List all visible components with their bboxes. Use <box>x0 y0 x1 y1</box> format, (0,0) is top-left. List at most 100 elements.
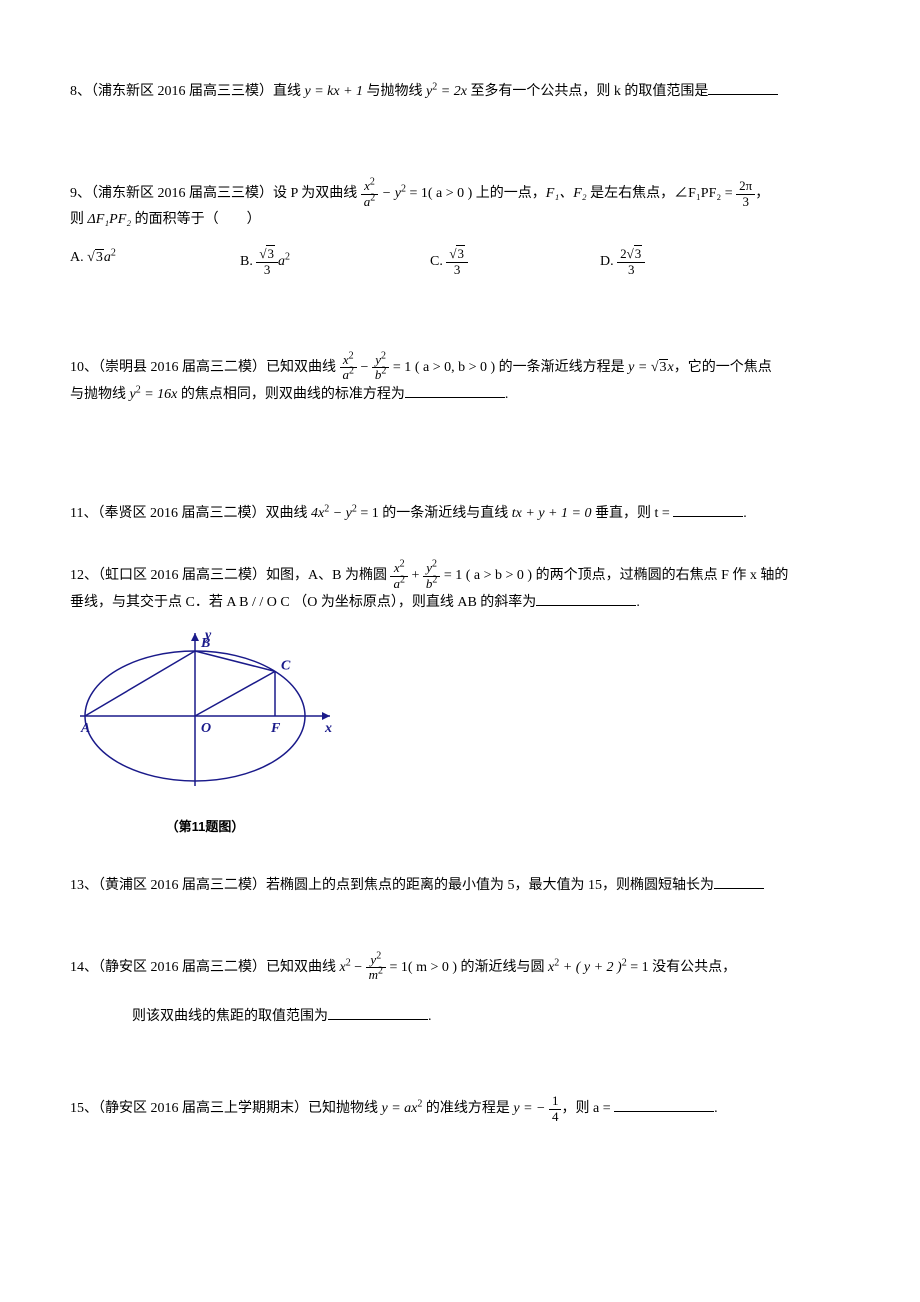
q8-after: 至多有一个公共点，则 k 的取值范围是 <box>467 84 709 99</box>
q14-hy-den: m <box>369 967 378 982</box>
q11-line: tx + y + 1 = 0 <box>512 506 592 521</box>
q9-options: A. 3a2 B. 3 3 a2 C. 3 3 D. 23 3 <box>70 247 850 277</box>
q14-blank <box>328 1005 428 1020</box>
q10-pre: 已知双曲线 <box>266 360 340 375</box>
q9-c-den: 3 <box>446 263 468 277</box>
problem-9: 9、（浦东新区 2016 届高三三模）设 P 为双曲线 x2 a2 − y2 =… <box>70 179 850 277</box>
q14-mid: 的渐近线与圆 <box>457 960 548 975</box>
q13-number: 13、 <box>70 878 98 893</box>
q10-blank <box>405 383 505 398</box>
q8-blank <box>708 80 778 95</box>
q9-source: （浦东新区 2016 届高三三模） <box>91 186 273 201</box>
q12-plus: + <box>408 568 423 583</box>
q11-rhs: = 1 <box>357 506 379 521</box>
q9-d-den: 3 <box>617 263 645 277</box>
q12-yfrac: y2 b2 <box>423 561 441 591</box>
q9-option-b: B. 3 3 a2 <box>240 247 430 277</box>
q15-dir-frac: 1 4 <box>549 1094 562 1124</box>
q9-c-rad: 3 <box>456 245 465 261</box>
q9-b-frac: 3 3 <box>256 247 278 277</box>
q14-number: 14、 <box>70 960 98 975</box>
q12-period: . <box>636 595 640 610</box>
q11-period: . <box>743 506 747 521</box>
q8-parab-rhs: = 2x <box>437 84 467 99</box>
q14-pre: 已知双曲线 <box>266 960 340 975</box>
q15-dir-den: 4 <box>549 1110 562 1124</box>
q13-source: （黄浦区 2016 届高三二模） <box>98 878 266 893</box>
q15-mid1: 的准线方程是 <box>422 1101 513 1116</box>
q15-dir: y = − <box>513 1101 549 1116</box>
q12-eq: = 1 <box>440 568 462 583</box>
q9-b-a-sup: 2 <box>285 252 290 263</box>
q12-blank <box>536 591 636 606</box>
q10-hx-sup: 2 <box>349 351 354 362</box>
q10-asym-sqrt: 3 <box>651 357 668 379</box>
q10-mid1: 的一条渐近线方程是 <box>499 360 629 375</box>
q9-angle-num: 2π <box>736 179 755 194</box>
q11-mid: − y <box>329 506 352 521</box>
q14-period: . <box>428 1009 432 1024</box>
q12-ey-sup: 2 <box>432 559 437 570</box>
q14-minus: − <box>351 960 366 975</box>
q9-a-label: A. <box>70 250 87 265</box>
q9-b-den: 3 <box>256 263 278 277</box>
q12-figure: ABCOFxy （第11题图） <box>70 626 850 837</box>
q9-b-rad: 3 <box>266 245 275 261</box>
q10-asym-rad: 3 <box>659 359 668 375</box>
q9-hy-x-sup: 2 <box>370 177 375 188</box>
q12-ey-den-sup: 2 <box>432 574 437 585</box>
q10-line2-pre: 与抛物线 <box>70 387 130 402</box>
q9-c-frac: 3 3 <box>446 247 468 277</box>
q14-line2: 则该双曲线的焦距的取值范围为 <box>132 1009 328 1024</box>
q9-mid1: 上的一点， <box>472 186 546 201</box>
q9-c-label: C. <box>430 254 446 269</box>
q9-b-label: B. <box>240 254 256 269</box>
q14-after: 没有公共点， <box>649 960 737 975</box>
q12-figure-caption: （第11题图） <box>70 817 340 838</box>
q10-yfrac: y2 b2 <box>372 353 390 383</box>
q9-a-sup: 2 <box>111 248 116 259</box>
q10-line2-mid: 的焦点相同，则双曲线的标准方程为 <box>177 387 405 402</box>
q10-period: . <box>505 387 509 402</box>
q11-after: 垂直，则 t = <box>591 506 673 521</box>
q14-eq: = 1 <box>386 960 408 975</box>
q14-cond: ( m > 0 ) <box>408 960 457 975</box>
q9-option-a: A. 3a2 <box>70 247 240 277</box>
q9-cond: ( a > 0 ) <box>428 186 472 201</box>
problem-15: 15、（静安区 2016 届高三上学期期末）已知抛物线 y = ax2 的准线方… <box>70 1094 850 1124</box>
q11-blank <box>673 502 743 517</box>
q9-b-a: a <box>278 254 285 269</box>
q11-number: 11、 <box>70 506 97 521</box>
q9-angle: ∠F₁PF₂ = <box>674 186 736 201</box>
q10-minus: − <box>357 360 372 375</box>
svg-text:y: y <box>203 628 212 643</box>
q9-angle-den: 3 <box>736 195 755 209</box>
q12-source: （虹口区 2016 届高三二模） <box>98 568 266 583</box>
svg-text:A: A <box>80 721 90 736</box>
q12-ex-den-sup: 2 <box>400 574 405 585</box>
problem-13: 13、（黄浦区 2016 届高三二模）若椭圆上的点到焦点的距离的最小值为 5，最… <box>70 874 850 897</box>
q12-mid1: 的两个顶点，过椭圆的右焦点 F 作 x 轴的 <box>536 568 789 583</box>
problem-12: 12、（虹口区 2016 届高三二模）如图，A、B 为椭圆 x2 a2 + y2… <box>70 561 850 837</box>
q9-d-label: D. <box>600 254 617 269</box>
q10-number: 10、 <box>70 360 98 375</box>
q13-text: 若椭圆上的点到焦点的距离的最小值为 5，最大值为 15，则椭圆短轴长为 <box>266 878 714 893</box>
problem-11: 11、（奉贤区 2016 届高三二模）双曲线 4x2 − y2 = 1 的一条渐… <box>70 502 850 525</box>
q11-mid1: 的一条渐近线与直线 <box>379 506 512 521</box>
q10-parab-rhs: = 16x <box>141 387 178 402</box>
q9-option-d: D. 23 3 <box>600 247 740 277</box>
svg-text:x: x <box>324 721 332 736</box>
q9-a-a: a <box>104 250 111 265</box>
q9-d-frac: 23 3 <box>617 247 645 277</box>
q14-hy-den-sup: 2 <box>378 966 383 977</box>
q10-hx-den-sup: 2 <box>349 366 354 377</box>
q12-number: 12、 <box>70 568 98 583</box>
q10-mid2: ，它的一个焦点 <box>674 360 772 375</box>
q10-source: （崇明县 2016 届高三二模） <box>98 360 266 375</box>
q15-parab: y = ax <box>382 1101 418 1116</box>
q9-mid2: 是左右焦点， <box>587 186 675 201</box>
q9-pre: 设 P 为双曲线 <box>273 186 361 201</box>
q14-source: （静安区 2016 届高三二模） <box>98 960 266 975</box>
q12-xfrac: x2 a2 <box>390 561 408 591</box>
q12-ex-sup: 2 <box>400 559 405 570</box>
